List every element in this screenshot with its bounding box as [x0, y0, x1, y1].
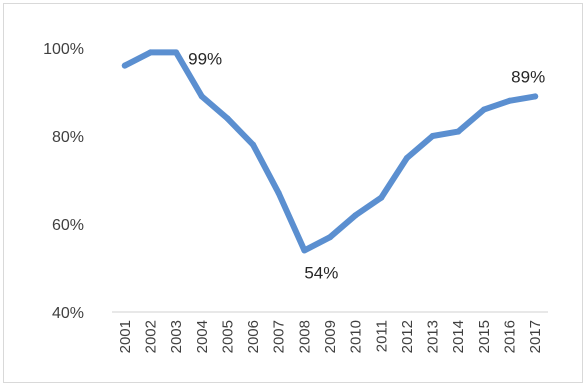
- y-axis-ticks: 40% 60% 80% 100%: [43, 41, 84, 322]
- data-label: 99%: [188, 49, 222, 68]
- x-tick-label: 2006: [245, 320, 262, 353]
- series-line: [121, 49, 539, 254]
- x-tick-label: 2007: [271, 320, 288, 353]
- data-point: [378, 194, 385, 201]
- data-point: [275, 190, 282, 197]
- data-point: [403, 155, 410, 161]
- data-labels: 99% 54% 89%: [188, 49, 545, 282]
- data-point: [429, 133, 436, 139]
- data-point: [506, 97, 513, 104]
- y-tick-label: 60%: [52, 217, 84, 234]
- data-point: [352, 212, 359, 219]
- x-tick-label: 2017: [527, 320, 544, 353]
- x-tick-label: 2011: [373, 320, 390, 352]
- x-tick-label: 2013: [425, 320, 442, 353]
- data-point: [173, 49, 180, 56]
- x-tick-label: 2015: [476, 320, 493, 353]
- chart-frame: [3, 3, 583, 383]
- data-point: [532, 93, 539, 100]
- data-point: [198, 93, 205, 100]
- x-tick-label: 2008: [296, 320, 313, 353]
- x-tick-label: 2009: [322, 320, 339, 353]
- data-point: [327, 234, 333, 241]
- x-tick-label: 2005: [219, 320, 236, 353]
- x-tick-label: 2001: [117, 320, 134, 353]
- data-point: [480, 106, 487, 113]
- x-tick-label: 2014: [450, 320, 467, 353]
- x-tick-label: 2016: [502, 320, 519, 353]
- data-label: 54%: [304, 263, 338, 282]
- data-point: [224, 115, 231, 122]
- y-tick-label: 80%: [52, 129, 84, 146]
- data-point: [121, 62, 128, 69]
- x-tick-label: 2003: [168, 320, 185, 353]
- data-point: [455, 128, 462, 135]
- series-group: [121, 49, 539, 254]
- x-tick-label: 2002: [142, 320, 159, 353]
- x-tick-label: 2010: [348, 320, 365, 353]
- x-axis-ticks: 2001 2002 2003 2004 2005 2006 2007 2008 2009 2010…: [117, 320, 544, 353]
- y-tick-label: 40%: [52, 305, 84, 322]
- x-tick-label: 2004: [194, 320, 211, 353]
- y-tick-label: 100%: [43, 41, 84, 58]
- data-point: [301, 247, 308, 254]
- x-tick-label: 2012: [399, 320, 416, 353]
- data-point: [250, 141, 257, 148]
- data-label: 89%: [511, 67, 545, 86]
- data-point: [147, 49, 154, 56]
